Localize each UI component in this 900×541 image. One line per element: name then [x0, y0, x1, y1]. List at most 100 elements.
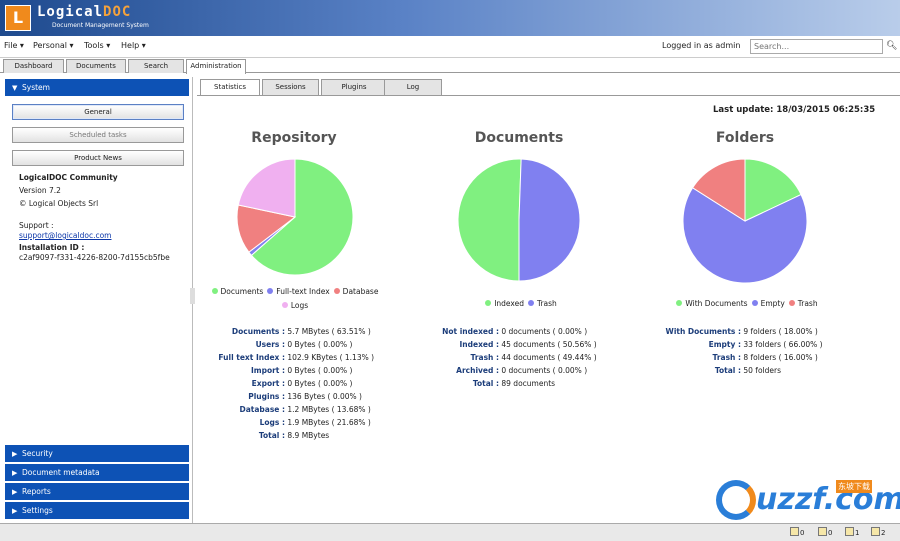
legend-item: Empty — [748, 299, 785, 308]
pie-slice-indexed — [457, 158, 522, 282]
top-tab-bar: Dashboard Documents Search Administratio… — [0, 58, 900, 74]
scheduled-tasks-button[interactable]: Scheduled tasks — [12, 127, 184, 143]
stat-value: 0 Bytes ( 0.00% ) — [285, 366, 353, 375]
status-item-3[interactable]: 1 — [845, 527, 859, 537]
installation-id: c2af9097-f331-4226-8200-7d155cb5fbe — [19, 253, 170, 262]
legend-label: Logs — [290, 301, 309, 310]
stats-repository: Documents : 5.7 MBytes ( 63.51% ) Users :… — [197, 325, 374, 442]
support-label: Support : — [19, 221, 54, 230]
stat-row: Not indexed : 0 documents ( 0.00% ) — [433, 325, 597, 338]
support-link[interactable]: support@logicaldoc.com — [19, 231, 112, 240]
stat-label: Import : — [250, 366, 285, 375]
legend-label: Trash — [797, 299, 818, 308]
chevron-right-icon: ▶ — [12, 488, 18, 496]
pie-slice-empty — [682, 187, 808, 284]
tab-search[interactable]: Search — [128, 59, 184, 73]
statistics-panel: Statistics Sessions Plugins Log Last upd… — [197, 77, 900, 523]
legend-item: Database — [330, 287, 378, 296]
legend-item: Full-text Index — [263, 287, 330, 296]
status-item-1[interactable]: 0 — [790, 527, 804, 537]
stats-documents: Not indexed : 0 documents ( 0.00% ) Index… — [433, 325, 597, 390]
section-system[interactable]: ▼ System — [5, 79, 189, 96]
legend-item: With Documents — [672, 299, 748, 308]
pie-slice-trash — [691, 158, 746, 222]
stat-value: 0 documents ( 0.00% ) — [499, 327, 588, 336]
legend-folders: With Documents Empty Trash — [645, 299, 845, 308]
pie-slice-documents — [250, 158, 354, 276]
legend-label: Empty — [760, 299, 785, 308]
menu-file[interactable]: File — [4, 41, 24, 50]
stat-value: 0 Bytes ( 0.00% ) — [285, 340, 353, 349]
pie-documents — [457, 158, 581, 282]
legend-item: Indexed — [481, 299, 524, 308]
tab-dashboard[interactable]: Dashboard — [3, 59, 64, 73]
section-system-label: System — [22, 83, 50, 92]
menu-personal[interactable]: Personal — [33, 41, 74, 50]
stat-label: Archived : — [456, 366, 499, 375]
search-icon[interactable]: 🔍︎ — [886, 41, 898, 51]
stat-label: Export : — [251, 379, 285, 388]
tab-plugins[interactable]: Plugins — [321, 79, 387, 95]
stat-label: Empty : — [708, 340, 741, 349]
search-input[interactable] — [750, 39, 883, 54]
tab-sessions[interactable]: Sessions — [262, 79, 319, 95]
status-count-1: 0 — [800, 529, 805, 537]
menu-help[interactable]: Help — [121, 41, 146, 50]
watermark-logo-icon — [716, 480, 756, 520]
stat-row: Total : 50 folders — [651, 364, 823, 377]
stat-label: Trash : — [470, 353, 499, 362]
legend-label: With Documents — [685, 299, 748, 308]
stat-row: Import : 0 Bytes ( 0.00% ) — [197, 364, 374, 377]
stat-label: Full text Index : — [218, 353, 285, 362]
section-settings-label: Settings — [22, 506, 53, 515]
stats-folders: With Documents : 9 folders ( 18.00% ) Emp… — [651, 325, 823, 377]
stat-value: 1.9 MBytes ( 21.68% ) — [285, 418, 371, 427]
stat-value: 33 folders ( 66.00% ) — [741, 340, 823, 349]
status-item-4[interactable]: 2 — [871, 527, 885, 537]
section-reports-label: Reports — [22, 487, 51, 496]
stat-row: Trash : 8 folders ( 16.00% ) — [651, 351, 823, 364]
section-reports[interactable]: ▶ Reports — [5, 483, 189, 500]
tab-statistics[interactable]: Statistics — [200, 79, 260, 95]
product-news-button[interactable]: Product News — [12, 150, 184, 166]
stat-label: Trash : — [712, 353, 741, 362]
stat-label: Documents : — [231, 327, 285, 336]
status-bar: 0 0 1 2 — [0, 523, 900, 541]
stat-label: Plugins : — [248, 392, 285, 401]
menu-tools[interactable]: Tools — [84, 41, 110, 50]
legend-item: Documents — [208, 287, 263, 296]
chevron-right-icon: ▶ — [12, 507, 18, 515]
tab-administration[interactable]: Administration — [186, 59, 246, 74]
section-security-label: Security — [22, 449, 53, 458]
legend-item: Trash — [524, 299, 557, 308]
legend-swatch — [333, 288, 340, 294]
general-button[interactable]: General — [12, 104, 184, 120]
stat-value: 136 Bytes ( 0.00% ) — [285, 392, 362, 401]
folder-icon — [818, 527, 827, 536]
tab-log[interactable]: Log — [384, 79, 442, 95]
stat-label: Indexed : — [459, 340, 500, 349]
legend-swatch — [527, 300, 534, 306]
stat-row: Full text Index : 102.9 KBytes ( 1.13% ) — [197, 351, 374, 364]
stat-row: Documents : 5.7 MBytes ( 63.51% ) — [197, 325, 374, 338]
pie-slice-logs — [237, 158, 296, 218]
legend-item: Logs — [278, 301, 308, 310]
section-document-metadata[interactable]: ▶ Document metadata — [5, 464, 189, 481]
status-item-2[interactable]: 0 — [818, 527, 832, 537]
logged-in-label: Logged in as admin — [662, 41, 741, 50]
tab-documents[interactable]: Documents — [66, 59, 126, 73]
section-settings[interactable]: ▶ Settings — [5, 502, 189, 519]
stat-label: Not indexed : — [442, 327, 499, 336]
stat-row: Export : 0 Bytes ( 0.00% ) — [197, 377, 374, 390]
legend-swatch — [267, 288, 274, 294]
section-security[interactable]: ▶ Security — [5, 445, 189, 462]
legend-label: Full-text Index — [276, 287, 330, 296]
product-version: Version 7.2 — [19, 186, 61, 195]
watermark-cn: 东坡下载 — [836, 480, 872, 493]
stat-row: Total : 8.9 MBytes — [197, 429, 374, 442]
stat-value: 9 folders ( 18.00% ) — [741, 327, 818, 336]
stat-value: 102.9 KBytes ( 1.13% ) — [285, 353, 375, 362]
legend-label: Trash — [536, 299, 557, 308]
sidebar-collapse-handle[interactable] — [190, 288, 195, 304]
pie-repository — [236, 158, 354, 276]
